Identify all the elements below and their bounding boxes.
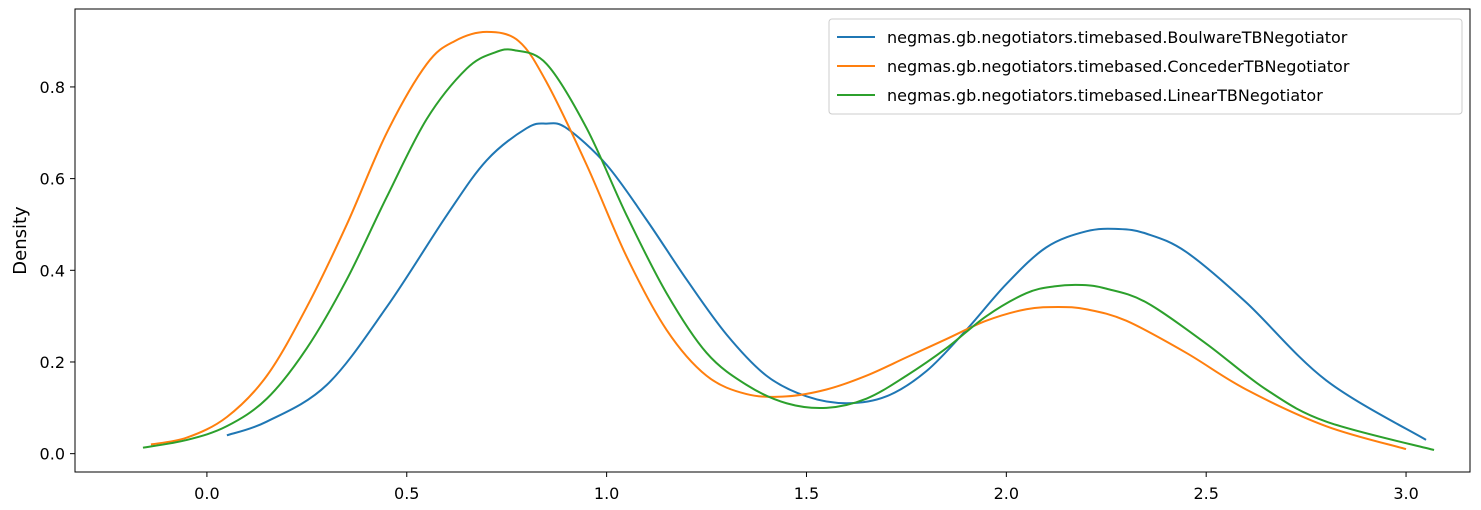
series-line-1	[150, 30, 1407, 451]
y-tick-label: 0.4	[40, 261, 65, 280]
legend-label: negmas.gb.negotiators.timebased.Conceder…	[887, 57, 1350, 76]
legend-box	[828, 18, 1463, 115]
plot-area	[74, 8, 1471, 473]
y-axis-label: Density	[10, 206, 31, 275]
y-tick-label: 0.2	[40, 353, 65, 372]
x-tick-label: 0.0	[194, 484, 219, 503]
x-tick-label: 0.5	[394, 484, 419, 503]
legend: negmas.gb.negotiators.timebased.Boulware…	[828, 18, 1463, 115]
x-tick-label: 2.0	[994, 484, 1019, 503]
x-tick-label: 1.0	[594, 484, 619, 503]
legend-label: negmas.gb.negotiators.timebased.Boulware…	[887, 28, 1348, 47]
axes-frame	[74, 8, 1471, 473]
y-tick-label: 0.8	[40, 78, 65, 97]
y-axis: 0.0 0.2 0.4 0.6 0.8	[40, 78, 75, 464]
series-line-0	[226, 122, 1427, 441]
series-lines	[142, 30, 1435, 451]
series-line-2	[142, 48, 1435, 451]
legend-label: negmas.gb.negotiators.timebased.LinearTB…	[887, 86, 1323, 105]
x-tick-label: 1.5	[794, 484, 819, 503]
y-tick-label: 0.6	[40, 170, 65, 189]
x-axis: 0.0 0.5 1.0 1.5 2.0 2.5 3.0	[194, 472, 1419, 503]
y-tick-label: 0.0	[40, 445, 65, 464]
x-tick-label: 3.0	[1393, 484, 1418, 503]
x-tick-label: 2.5	[1193, 484, 1218, 503]
